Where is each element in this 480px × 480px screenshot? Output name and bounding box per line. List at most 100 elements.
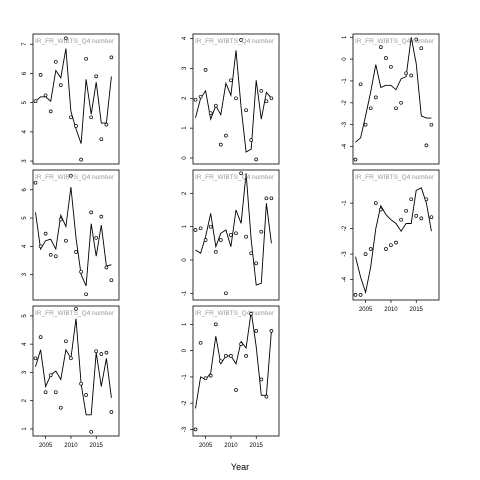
data-point (94, 235, 99, 240)
data-point (249, 251, 254, 256)
data-point (259, 229, 264, 234)
data-point (409, 197, 414, 202)
data-point (89, 429, 94, 434)
x-tick-label: 2005 (359, 307, 373, 313)
data-point (239, 171, 243, 176)
data-point (224, 133, 228, 138)
data-point (43, 231, 48, 236)
panel-label: IR_FR_WIBTS_Q4:number (355, 38, 435, 45)
data-point (43, 390, 48, 395)
data-point (264, 99, 269, 104)
panel-6: -4 -3 -2 -1 2005 2010 2015 IR_FR_WIBTS_Q4:numbe… (342, 169, 440, 313)
x-tick-label: 2010 (224, 443, 238, 449)
data-point (213, 322, 218, 327)
data-point (33, 356, 38, 361)
data-point (254, 329, 259, 333)
data-point (84, 56, 88, 61)
panel-label: IR_FR_WIBTS_Q4:number (355, 174, 435, 181)
data-point (353, 293, 358, 297)
data-point (239, 342, 243, 346)
data-point (104, 265, 109, 270)
data-point (208, 373, 213, 378)
y-tick-label: 3 (22, 272, 28, 276)
data-point (269, 329, 274, 333)
data-point (53, 59, 58, 64)
data-point (74, 250, 78, 254)
data-point (373, 201, 378, 205)
data-point (53, 254, 58, 259)
y-tick-label: 3 (182, 66, 188, 70)
data-point (368, 247, 373, 251)
data-point (229, 78, 233, 83)
data-point (429, 215, 434, 220)
data-point (58, 83, 63, 87)
data-point (244, 108, 248, 113)
data-point (84, 393, 88, 397)
y-tick-label: 5 (22, 100, 28, 104)
y-tick-label: -3 (342, 121, 348, 127)
data-point (104, 350, 109, 355)
data-point (208, 224, 213, 229)
data-point (358, 82, 363, 87)
series-line (355, 37, 432, 143)
data-point (48, 252, 53, 257)
data-point (203, 68, 208, 72)
data-point (38, 73, 43, 77)
x-tick-label: 2010 (64, 443, 78, 449)
data-point (404, 208, 408, 213)
panel-frame (32, 305, 120, 437)
series-line (35, 48, 112, 144)
panel-label: IR_FR_WIBTS_Q4:number (35, 310, 115, 317)
data-point (358, 293, 363, 297)
y-tick-label: 4 (22, 244, 28, 248)
data-point (363, 252, 368, 256)
panel-frame (192, 33, 280, 165)
data-point (94, 349, 99, 354)
series-line (355, 187, 432, 295)
panel-frame (352, 169, 440, 301)
data-point (33, 180, 38, 185)
y-tick-label: 5 (22, 314, 28, 318)
x-tick-label: 2015 (90, 443, 104, 449)
series-line (35, 186, 112, 287)
data-point (394, 240, 398, 245)
y-tick-label: -1 (342, 200, 348, 206)
data-point (99, 352, 104, 356)
x-tick-label: 2015 (410, 307, 424, 313)
y-tick-label: 0 (182, 258, 188, 262)
data-point (58, 217, 63, 222)
data-point (89, 115, 94, 120)
y-tick-label: 6 (22, 187, 28, 191)
y-tick-label: -2 (342, 99, 348, 105)
y-tick-label: -1 (342, 78, 348, 84)
data-point (99, 214, 104, 219)
data-point (94, 74, 99, 79)
data-point (203, 238, 208, 242)
data-point (399, 217, 403, 222)
y-tick-label: 2 (22, 398, 28, 402)
data-point (269, 196, 274, 201)
data-point (399, 100, 403, 105)
data-point (109, 278, 114, 283)
data-point (264, 196, 269, 201)
data-point (198, 94, 203, 99)
y-tick-label: 0 (342, 57, 348, 61)
y-tick-label: -1 (182, 374, 188, 380)
data-point (404, 71, 408, 76)
data-point (384, 247, 388, 251)
panel-frame (32, 33, 120, 165)
data-point (99, 137, 104, 142)
data-point (389, 243, 393, 248)
data-point (69, 356, 73, 361)
y-tick-label: 1 (342, 35, 348, 39)
y-tick-label: 0 (182, 156, 188, 160)
y-tick-label: 1 (182, 126, 188, 130)
data-point (234, 231, 238, 236)
data-point (53, 390, 58, 395)
data-point (104, 122, 109, 127)
panel-1: 3 4 5 6 7 IR_FR_WIBTS_Q4:number (22, 33, 120, 165)
x-tick-label: 2005 (199, 443, 213, 449)
panel-5: -1 0 1 2 IR_FR_WIBTS_Q4:number (182, 169, 280, 301)
data-point (48, 373, 53, 378)
